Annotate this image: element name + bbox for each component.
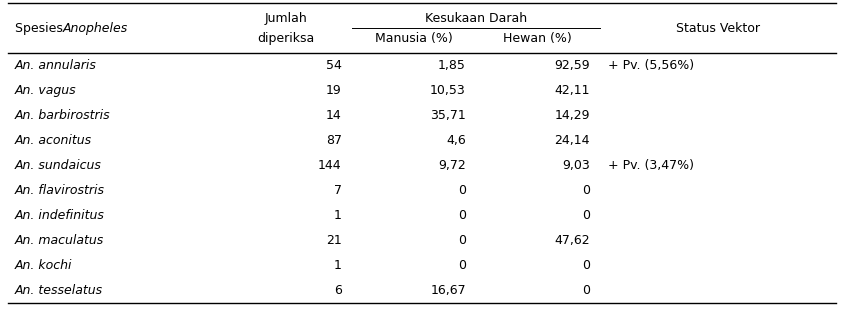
Text: An. indefinitus: An. indefinitus [15, 209, 105, 222]
Text: 0: 0 [457, 234, 466, 247]
Text: 1,85: 1,85 [438, 59, 466, 72]
Text: Manusia (%): Manusia (%) [375, 32, 452, 45]
Text: An. aconitus: An. aconitus [15, 134, 92, 147]
Text: 7: 7 [333, 184, 342, 197]
Text: 9,72: 9,72 [438, 159, 466, 172]
Text: 92,59: 92,59 [555, 59, 590, 72]
Text: + Pv. (5,56%): + Pv. (5,56%) [608, 59, 695, 72]
Text: Jumlah: Jumlah [264, 12, 307, 25]
Text: 1: 1 [334, 259, 342, 272]
Text: 87: 87 [326, 134, 342, 147]
Text: 19: 19 [326, 84, 342, 97]
Text: 144: 144 [318, 159, 342, 172]
Text: 0: 0 [457, 209, 466, 222]
Text: 14,29: 14,29 [555, 109, 590, 122]
Text: 54: 54 [326, 59, 342, 72]
Text: Spesies: Spesies [15, 21, 67, 35]
Text: Status Vektor: Status Vektor [676, 21, 760, 35]
Text: 0: 0 [582, 259, 590, 272]
Text: 4,6: 4,6 [446, 134, 466, 147]
Text: 0: 0 [582, 284, 590, 297]
Text: 21: 21 [326, 234, 342, 247]
Text: 10,53: 10,53 [430, 84, 466, 97]
Text: An. sundaicus: An. sundaicus [15, 159, 102, 172]
Text: 24,14: 24,14 [555, 134, 590, 147]
Text: 47,62: 47,62 [555, 234, 590, 247]
Text: 0: 0 [582, 184, 590, 197]
Text: 0: 0 [582, 209, 590, 222]
Text: An. barbirostris: An. barbirostris [15, 109, 111, 122]
Text: 0: 0 [457, 184, 466, 197]
Text: An. flavirostris: An. flavirostris [15, 184, 105, 197]
Text: Kesukaan Darah: Kesukaan Darah [425, 12, 527, 25]
Text: An. kochi: An. kochi [15, 259, 73, 272]
Text: diperiksa: diperiksa [257, 32, 314, 45]
Text: 6: 6 [334, 284, 342, 297]
Text: An. maculatus: An. maculatus [15, 234, 105, 247]
Text: 1: 1 [334, 209, 342, 222]
Text: 16,67: 16,67 [430, 284, 466, 297]
Text: + Pv. (3,47%): + Pv. (3,47%) [608, 159, 694, 172]
Text: Hewan (%): Hewan (%) [503, 32, 572, 45]
Text: Anopheles: Anopheles [63, 21, 128, 35]
Text: 0: 0 [457, 259, 466, 272]
Text: An. vagus: An. vagus [15, 84, 77, 97]
Text: 35,71: 35,71 [430, 109, 466, 122]
Text: 14: 14 [326, 109, 342, 122]
Text: An. tesselatus: An. tesselatus [15, 284, 103, 297]
Text: 9,03: 9,03 [562, 159, 590, 172]
Text: 42,11: 42,11 [555, 84, 590, 97]
Text: An. annularis: An. annularis [15, 59, 97, 72]
